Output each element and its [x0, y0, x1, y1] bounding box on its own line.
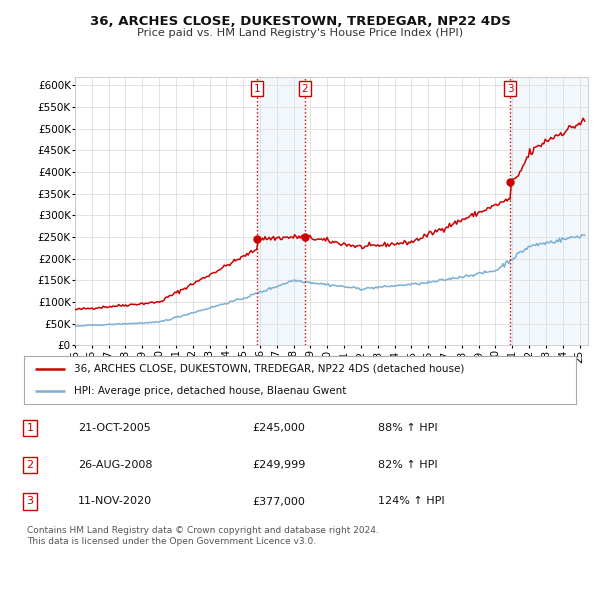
Text: 88% ↑ HPI: 88% ↑ HPI [378, 424, 437, 433]
Bar [257, 77, 305, 345]
Text: 26-AUG-2008: 26-AUG-2008 [78, 460, 152, 470]
Text: £245,000: £245,000 [252, 424, 305, 433]
Bar [510, 77, 588, 345]
Text: 82% ↑ HPI: 82% ↑ HPI [378, 460, 437, 470]
Text: 1: 1 [254, 84, 260, 94]
Text: Contains HM Land Registry data © Crown copyright and database right 2024.
This d: Contains HM Land Registry data © Crown c… [27, 526, 379, 546]
Text: £377,000: £377,000 [252, 497, 305, 506]
Text: 21-OCT-2005: 21-OCT-2005 [78, 424, 151, 433]
Text: HPI: Average price, detached house, Blaenau Gwent: HPI: Average price, detached house, Blae… [74, 386, 346, 396]
Text: 11-NOV-2020: 11-NOV-2020 [78, 497, 152, 506]
Text: 124% ↑ HPI: 124% ↑ HPI [378, 497, 445, 506]
Text: 36, ARCHES CLOSE, DUKESTOWN, TREDEGAR, NP22 4DS (detached house): 36, ARCHES CLOSE, DUKESTOWN, TREDEGAR, N… [74, 364, 464, 374]
Text: 2: 2 [26, 460, 34, 470]
Text: 1: 1 [26, 424, 34, 433]
Text: Price paid vs. HM Land Registry's House Price Index (HPI): Price paid vs. HM Land Registry's House … [137, 28, 463, 38]
Text: 36, ARCHES CLOSE, DUKESTOWN, TREDEGAR, NP22 4DS: 36, ARCHES CLOSE, DUKESTOWN, TREDEGAR, N… [89, 15, 511, 28]
Text: 2: 2 [301, 84, 308, 94]
Text: 3: 3 [26, 497, 34, 506]
Text: 3: 3 [507, 84, 514, 94]
Text: £249,999: £249,999 [252, 460, 305, 470]
